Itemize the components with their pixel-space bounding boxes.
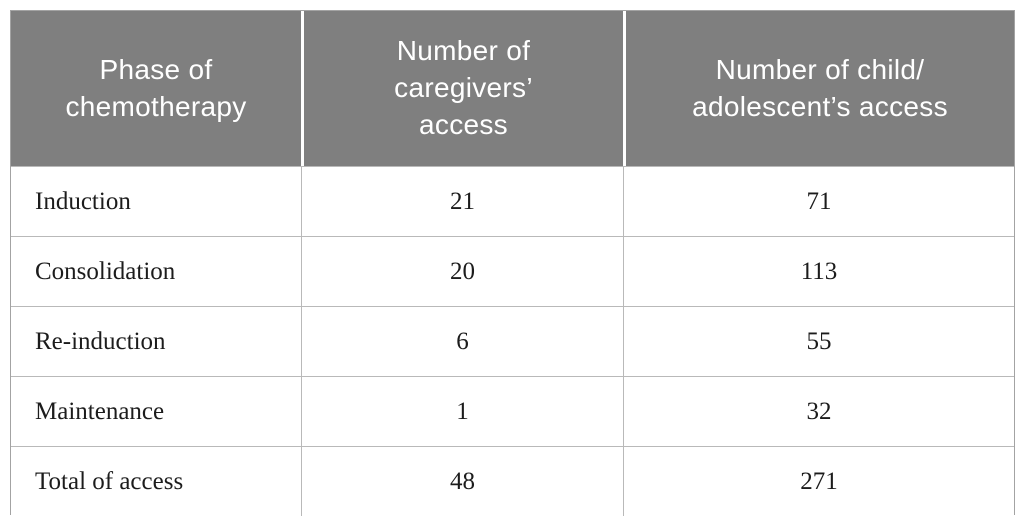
chemotherapy-access-table: Phase of chemotherapy Number of caregive…	[11, 11, 1014, 516]
caregivers-count-cell: 21	[301, 166, 623, 236]
caregivers-count-cell: 6	[301, 306, 623, 376]
child-count-cell: 113	[623, 236, 1014, 306]
phase-cell: Consolidation	[11, 236, 301, 306]
table-row: Induction 21 71	[11, 166, 1014, 236]
child-count-cell: 32	[623, 376, 1014, 446]
phase-cell: Induction	[11, 166, 301, 236]
caregivers-count-cell: 1	[301, 376, 623, 446]
table-row: Maintenance 1 32	[11, 376, 1014, 446]
table-frame: Phase of chemotherapy Number of caregive…	[10, 10, 1015, 516]
child-count-cell: 55	[623, 306, 1014, 376]
caregivers-count-cell: 48	[301, 446, 623, 516]
table-row: Re-induction 6 55	[11, 306, 1014, 376]
col-header-caregivers-access: Number of caregivers’ access	[301, 11, 623, 166]
table-row: Consolidation 20 113	[11, 236, 1014, 306]
caregivers-count-cell: 20	[301, 236, 623, 306]
phase-cell: Re-induction	[11, 306, 301, 376]
phase-cell: Total of access	[11, 446, 301, 516]
child-count-cell: 71	[623, 166, 1014, 236]
table-body: Induction 21 71 Consolidation 20 113 Re-…	[11, 166, 1014, 516]
header-row: Phase of chemotherapy Number of caregive…	[11, 11, 1014, 166]
col-header-child-access: Number of child/ adolescent’s access	[623, 11, 1014, 166]
phase-cell: Maintenance	[11, 376, 301, 446]
child-count-cell: 271	[623, 446, 1014, 516]
table-row: Total of access 48 271	[11, 446, 1014, 516]
col-header-phase: Phase of chemotherapy	[11, 11, 301, 166]
